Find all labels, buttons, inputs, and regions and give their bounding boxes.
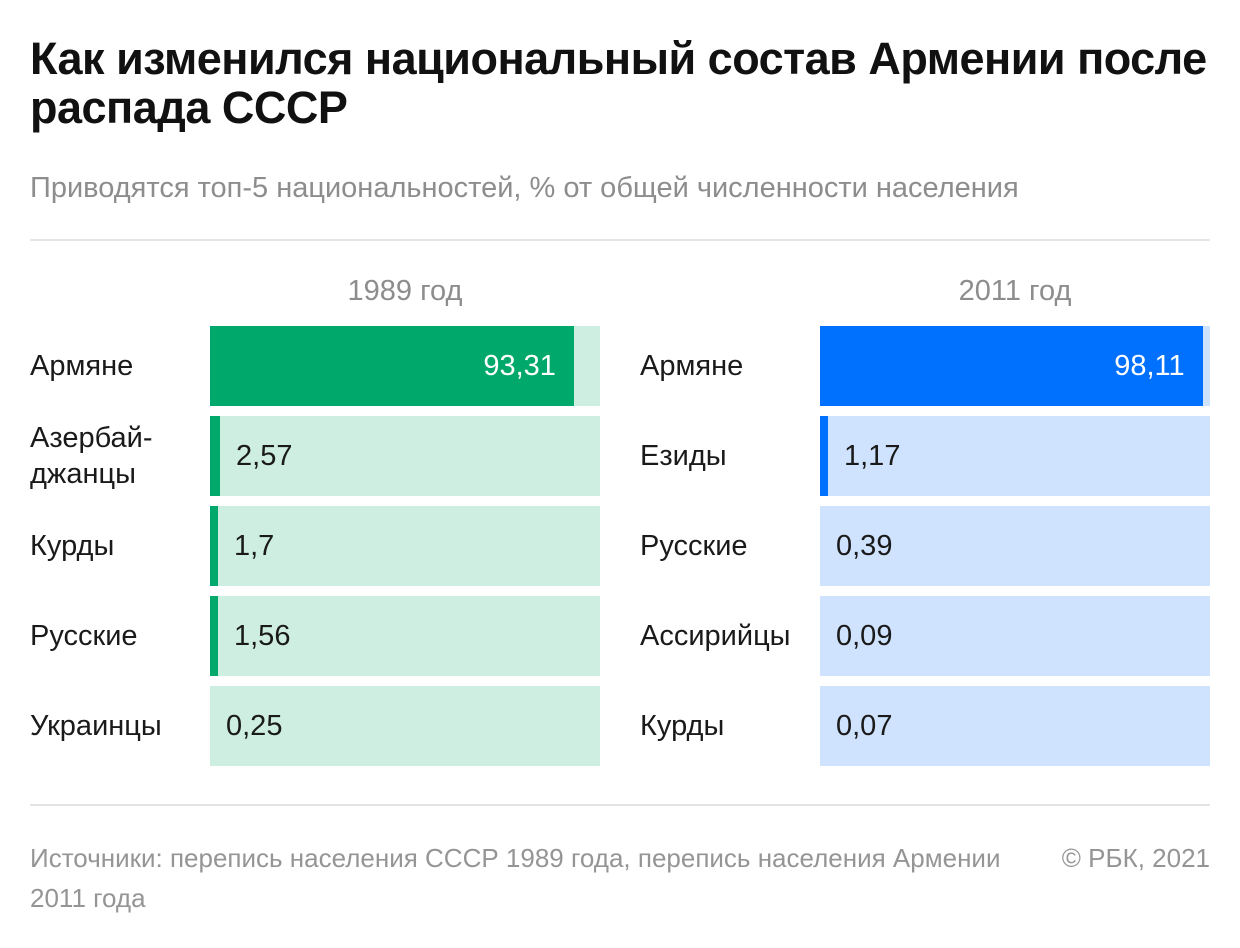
- value-label: 98,11: [1114, 349, 1185, 382]
- value-label: 1,56: [234, 619, 291, 652]
- copyright: © РБК, 2021: [1061, 843, 1210, 873]
- category-label: Азербай-джанцы: [30, 422, 153, 490]
- bar-track: 98,11: [820, 326, 1210, 406]
- bar: [210, 506, 218, 586]
- bar-row: Армяне 93,31: [30, 326, 600, 406]
- bar-track: 0,39: [820, 506, 1210, 586]
- bar: [820, 416, 828, 496]
- bar-row: Украинцы 0,25: [30, 686, 600, 766]
- bar-row: Русские 0,39: [640, 506, 1210, 586]
- panel-year-label: 1989 год: [347, 275, 463, 307]
- category-label: Ассирийцы: [640, 620, 791, 652]
- bar-track: 0,25: [210, 686, 600, 766]
- bar-row: Езиды 1,17: [640, 416, 1210, 496]
- category-label: Русские: [640, 530, 748, 562]
- category-label: Армяне: [30, 350, 134, 382]
- bar-row: Курды 1,7: [30, 506, 600, 586]
- bar-track: 93,31: [210, 326, 600, 406]
- chart-title: Как изменился национальный состав Армени…: [30, 33, 1207, 133]
- chart-panel-1989: 1989 год Армяне 93,31 Азербай-джанцы 2,57 Ку…: [30, 270, 600, 770]
- value-label: 0,39: [836, 529, 893, 562]
- category-label: Курды: [640, 710, 725, 742]
- category-label: Армяне: [640, 350, 744, 382]
- bar: [210, 596, 218, 676]
- bar-row: Армяне 98,11: [640, 326, 1210, 406]
- chart-subtitle: Приводятся топ-5 национальностей, % от о…: [30, 172, 1019, 204]
- value-label: 1,7: [234, 529, 275, 562]
- bar: [820, 326, 1203, 406]
- bar: [210, 416, 221, 496]
- bottom-divider: [30, 804, 1210, 806]
- bar-row: Курды 0,07: [640, 686, 1210, 766]
- chart-panel-2011: 2011 год Армяне 98,11 Езиды 1,17 Русские 0,39…: [640, 270, 1210, 770]
- bar-track: 1,17: [820, 416, 1210, 496]
- value-label: 2,57: [236, 439, 293, 472]
- panel-year-label: 2011 год: [958, 275, 1072, 307]
- source-note: Источники: перепись населения СССР 1989 …: [30, 843, 1001, 913]
- category-label: Украинцы: [30, 710, 162, 742]
- top-divider: [30, 239, 1210, 241]
- value-label: 0,09: [836, 619, 893, 652]
- bar-row: Азербай-джанцы 2,57: [30, 416, 600, 496]
- bar-track: 1,56: [210, 596, 600, 676]
- bar-track: 0,07: [820, 686, 1210, 766]
- value-label: 1,17: [844, 439, 901, 472]
- category-label: Русские: [30, 620, 138, 652]
- bar-row: Ассирийцы 0,09: [640, 596, 1210, 676]
- bar: [210, 326, 574, 406]
- value-label: 0,25: [226, 709, 283, 742]
- bar-track: 0,09: [820, 596, 1210, 676]
- value-label: 93,31: [483, 349, 556, 382]
- category-label: Курды: [30, 530, 115, 562]
- category-label: Езиды: [640, 440, 727, 472]
- value-label: 0,07: [836, 709, 893, 742]
- bar-track: 1,7: [210, 506, 600, 586]
- bar-track: 2,57: [210, 416, 600, 496]
- bar-row: Русские 1,56: [30, 596, 600, 676]
